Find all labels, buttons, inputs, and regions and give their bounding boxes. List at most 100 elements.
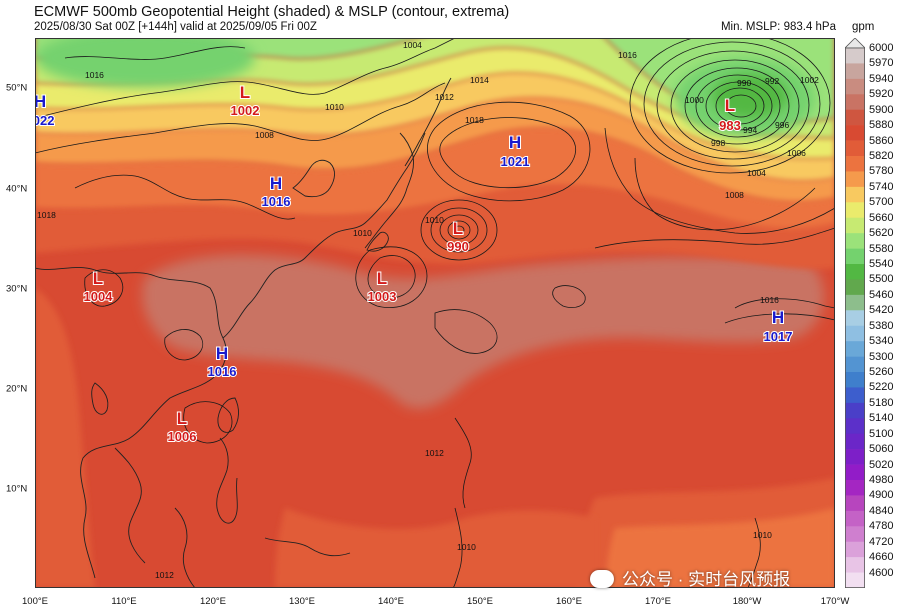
- wechat-icon: [590, 570, 614, 588]
- pressure-centers: H 1022 L 1002 H 1021 L 983 H 1016 L 990 …: [35, 82, 793, 445]
- colorbar-extend-triangle: [845, 38, 865, 49]
- colorbar-swatch: [845, 125, 865, 141]
- high-center-marker: H: [216, 344, 228, 363]
- shade-5860-south: [275, 508, 595, 588]
- low-center-marker: L: [377, 269, 387, 288]
- contour-label: 1010: [425, 215, 444, 225]
- contour-label: 1012: [425, 448, 444, 458]
- lon-label: 140°E: [378, 596, 404, 607]
- low-center-value: 1003: [368, 289, 397, 304]
- lat-label: 50°N: [6, 82, 28, 94]
- low-center-marker: L: [177, 409, 187, 428]
- colorbar-swatch: [845, 464, 865, 481]
- lat-label: 30°N: [6, 283, 28, 295]
- colorbar-label: 5740: [869, 180, 894, 193]
- lon-label: 170°W: [820, 596, 850, 607]
- colorbar-label: 5540: [869, 258, 894, 270]
- lon-label: 120°E: [200, 596, 226, 607]
- colorbar-label: 5620: [869, 227, 894, 240]
- colorbar-swatch: [845, 433, 865, 450]
- lon-label: 130°E: [289, 596, 315, 607]
- shade-5820-south: [605, 508, 835, 588]
- colorbar-label: 5880: [869, 119, 894, 132]
- high-center-value: 1022: [35, 113, 54, 128]
- colorbar-label: 5260: [869, 366, 894, 378]
- colorbar-units: gpm: [852, 21, 875, 33]
- lon-label: 170°E: [645, 596, 671, 607]
- colorbar-label: 5940: [869, 72, 894, 85]
- contour-label: 1006: [787, 148, 806, 158]
- colorbar-swatch: [845, 248, 865, 265]
- contour-label: 1016: [618, 50, 637, 60]
- lat-label: 20°N: [6, 383, 28, 395]
- colorbar-swatch: [845, 356, 865, 373]
- shade-5740-band: [35, 72, 835, 182]
- colorbar-swatch: [845, 171, 865, 188]
- high-center-value: 1017: [764, 329, 793, 344]
- colorbar-swatch: [845, 510, 865, 527]
- colorbar-swatch: [845, 526, 865, 543]
- colorbar-label: 4720: [869, 535, 894, 548]
- shade-5700-band: [35, 47, 835, 159]
- contour-label: 1018: [37, 210, 56, 220]
- colorbar-label: 5780: [869, 165, 894, 178]
- low-center-value: 990: [447, 239, 469, 254]
- contour-label: 1000: [685, 95, 704, 105]
- lat-label: 10°N: [6, 483, 28, 495]
- high-center-marker: H: [270, 174, 282, 193]
- colorbar-swatch: [845, 325, 865, 342]
- coastlines: [35, 38, 457, 588]
- colorbar-swatch: [845, 557, 865, 573]
- weather-map: 1004 1008 1012 1016 1018 1014 1010 990 9…: [35, 38, 835, 588]
- high-center-value: 1021: [501, 154, 530, 169]
- shade-5900-ridge: [142, 254, 825, 409]
- colorbar-swatch: [845, 217, 865, 234]
- low-center-marker: L: [93, 269, 103, 288]
- shade-5860-north-band: [35, 185, 835, 270]
- colorbar-swatch: [845, 264, 865, 280]
- colorbar-swatch: [845, 63, 865, 80]
- colorbar-label: 4780: [869, 520, 894, 533]
- contour-label: 1002: [800, 75, 819, 85]
- shade-5860-west: [35, 288, 95, 588]
- shade-5820-north-band: [35, 127, 835, 229]
- high-center-marker: H: [509, 133, 521, 152]
- isobars: [35, 38, 835, 588]
- lat-label: 40°N: [6, 183, 28, 195]
- colorbar-label: 5460: [869, 288, 894, 301]
- contour-label: 996: [775, 120, 789, 130]
- colorbar-swatch: [845, 233, 865, 249]
- contour-label: 1010: [753, 530, 772, 540]
- watermark: 公众号 · 实时台风预报: [590, 565, 790, 590]
- colorbar-swatch: [845, 418, 865, 435]
- low-center-value: 983: [719, 118, 741, 133]
- colorbar-label: 4600: [869, 566, 894, 579]
- colorbar-label: 4840: [869, 504, 894, 517]
- low-center-marker: L: [725, 96, 735, 115]
- lon-label: 160°E: [556, 596, 582, 607]
- colorbar-swatch: [845, 541, 865, 558]
- colorbar-swatch: [845, 341, 865, 357]
- colorbar-swatch: [845, 202, 865, 219]
- contour-label: 1008: [255, 130, 274, 140]
- contour-label: 1004: [403, 40, 422, 50]
- high-center-marker: H: [35, 92, 46, 111]
- colorbar-swatch: [845, 156, 865, 172]
- colorbar-swatch: [845, 449, 865, 465]
- colorbar-label: 5860: [869, 134, 894, 147]
- contour-label: 1016: [85, 70, 104, 80]
- high-center-value: 1016: [208, 364, 237, 379]
- colorbar-swatch: [845, 48, 865, 64]
- colorbar-label: 5820: [869, 150, 894, 162]
- lon-label: 110°E: [111, 596, 137, 607]
- contour-label: 1018: [465, 115, 484, 125]
- low-center-value: 1004: [84, 289, 114, 304]
- colorbar: [845, 38, 865, 588]
- lon-label: 150°E: [467, 596, 493, 607]
- colorbar-swatch: [845, 78, 865, 95]
- watermark-text: 公众号 · 实时台风预报: [622, 570, 791, 589]
- high-center-value: 1016: [262, 194, 291, 209]
- contour-label: 1010: [353, 228, 372, 238]
- colorbar-label: 5970: [869, 57, 894, 70]
- colorbar-frame: [845, 47, 865, 588]
